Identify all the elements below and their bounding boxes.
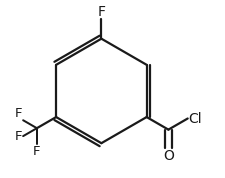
Text: F: F <box>15 130 22 143</box>
Text: F: F <box>97 5 105 19</box>
Text: Cl: Cl <box>188 111 201 125</box>
Text: F: F <box>33 145 40 158</box>
Text: O: O <box>162 149 173 163</box>
Text: F: F <box>15 107 22 120</box>
